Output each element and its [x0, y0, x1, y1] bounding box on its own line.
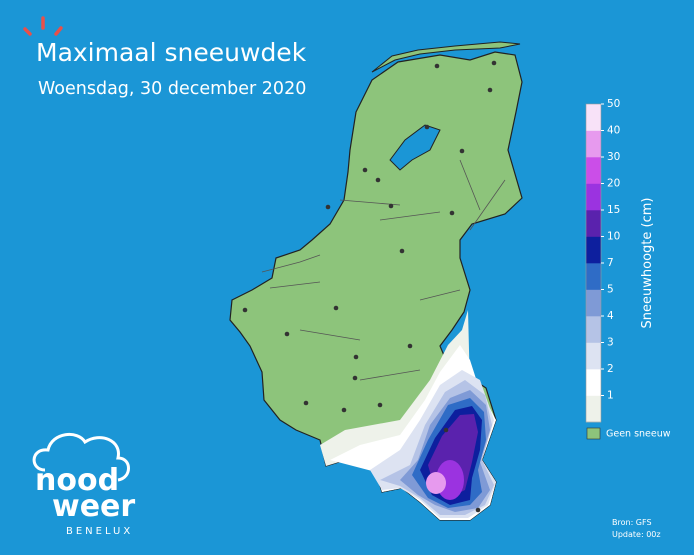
colorbar-tick-label: 5 [607, 284, 614, 296]
logo-region: BENELUX [66, 526, 133, 537]
snow-overlay [320, 310, 496, 520]
colorbar-segment [586, 369, 601, 396]
colorbar-segment [586, 104, 601, 131]
city [242, 307, 248, 313]
legend-swatch [586, 427, 601, 440]
ray [54, 26, 63, 36]
colorbar-tick-label: 2 [607, 363, 614, 375]
city [399, 248, 405, 254]
city [303, 400, 309, 406]
colorbar-tick-label: 7 [607, 257, 614, 269]
city [443, 427, 449, 433]
city [475, 507, 481, 513]
city [449, 210, 455, 216]
colorbar-tick-label: 15 [607, 204, 620, 216]
colorbar-tick-label: 4 [607, 310, 614, 322]
legend-label: Geen sneeuw [606, 429, 671, 440]
ijsselmeer [389, 124, 441, 171]
city [353, 354, 359, 360]
logo: nood weer BENELUX [32, 433, 135, 537]
city [333, 305, 339, 311]
snow-band [426, 472, 446, 494]
colorbar-tick-label: 20 [607, 178, 620, 190]
benelux-map [229, 41, 523, 521]
colorbar-tick-label: 50 [607, 98, 620, 110]
city [388, 203, 394, 209]
city [341, 407, 347, 413]
subtitle: Woensdag, 30 december 2020 [38, 79, 306, 99]
colorbar-tick-label: 10 [607, 231, 620, 243]
update: Update: 00z [612, 530, 661, 539]
logo-cloud [32, 433, 130, 482]
logo-line1: nood [35, 463, 119, 498]
logo-line2: weer [52, 489, 135, 524]
city [487, 87, 493, 93]
city [352, 375, 358, 381]
city-dots [242, 60, 497, 513]
colorbar-segment [586, 183, 601, 211]
city [375, 177, 381, 183]
colorbar-segment [586, 210, 601, 237]
sun-rays [23, 16, 63, 36]
colorbar-segment [586, 130, 601, 158]
city [362, 167, 368, 173]
borders [261, 159, 506, 381]
colorbar: 1 2 3 4 5 7 10 15 20 30 40 50 [585, 98, 620, 423]
source: Bron: GFS [612, 518, 652, 527]
ray [23, 27, 32, 36]
title: Maximaal sneeuwdek [36, 38, 307, 67]
city [491, 60, 497, 66]
city [407, 343, 413, 349]
city [284, 331, 290, 337]
colorbar-segment [586, 236, 601, 264]
colorbar-segment [586, 157, 601, 184]
city [459, 148, 465, 154]
colorbar-segment [586, 395, 601, 423]
colorbar-segment [586, 263, 601, 290]
colorbar-segment [586, 289, 601, 317]
colorbar-segment [586, 342, 601, 370]
city [325, 204, 331, 210]
colorbar-tick-label: 3 [607, 337, 614, 349]
colorbar-tick-label: 1 [607, 390, 614, 402]
city [434, 63, 440, 69]
colorbar-tick-label: 30 [607, 151, 620, 163]
colorbar-tick-label: 40 [607, 125, 620, 137]
wadden-islands [371, 41, 521, 73]
colorbar-label: Sneeuwhoogte (cm) [640, 198, 655, 329]
city [377, 402, 383, 408]
city [424, 124, 430, 130]
colorbar-segment [586, 316, 601, 343]
